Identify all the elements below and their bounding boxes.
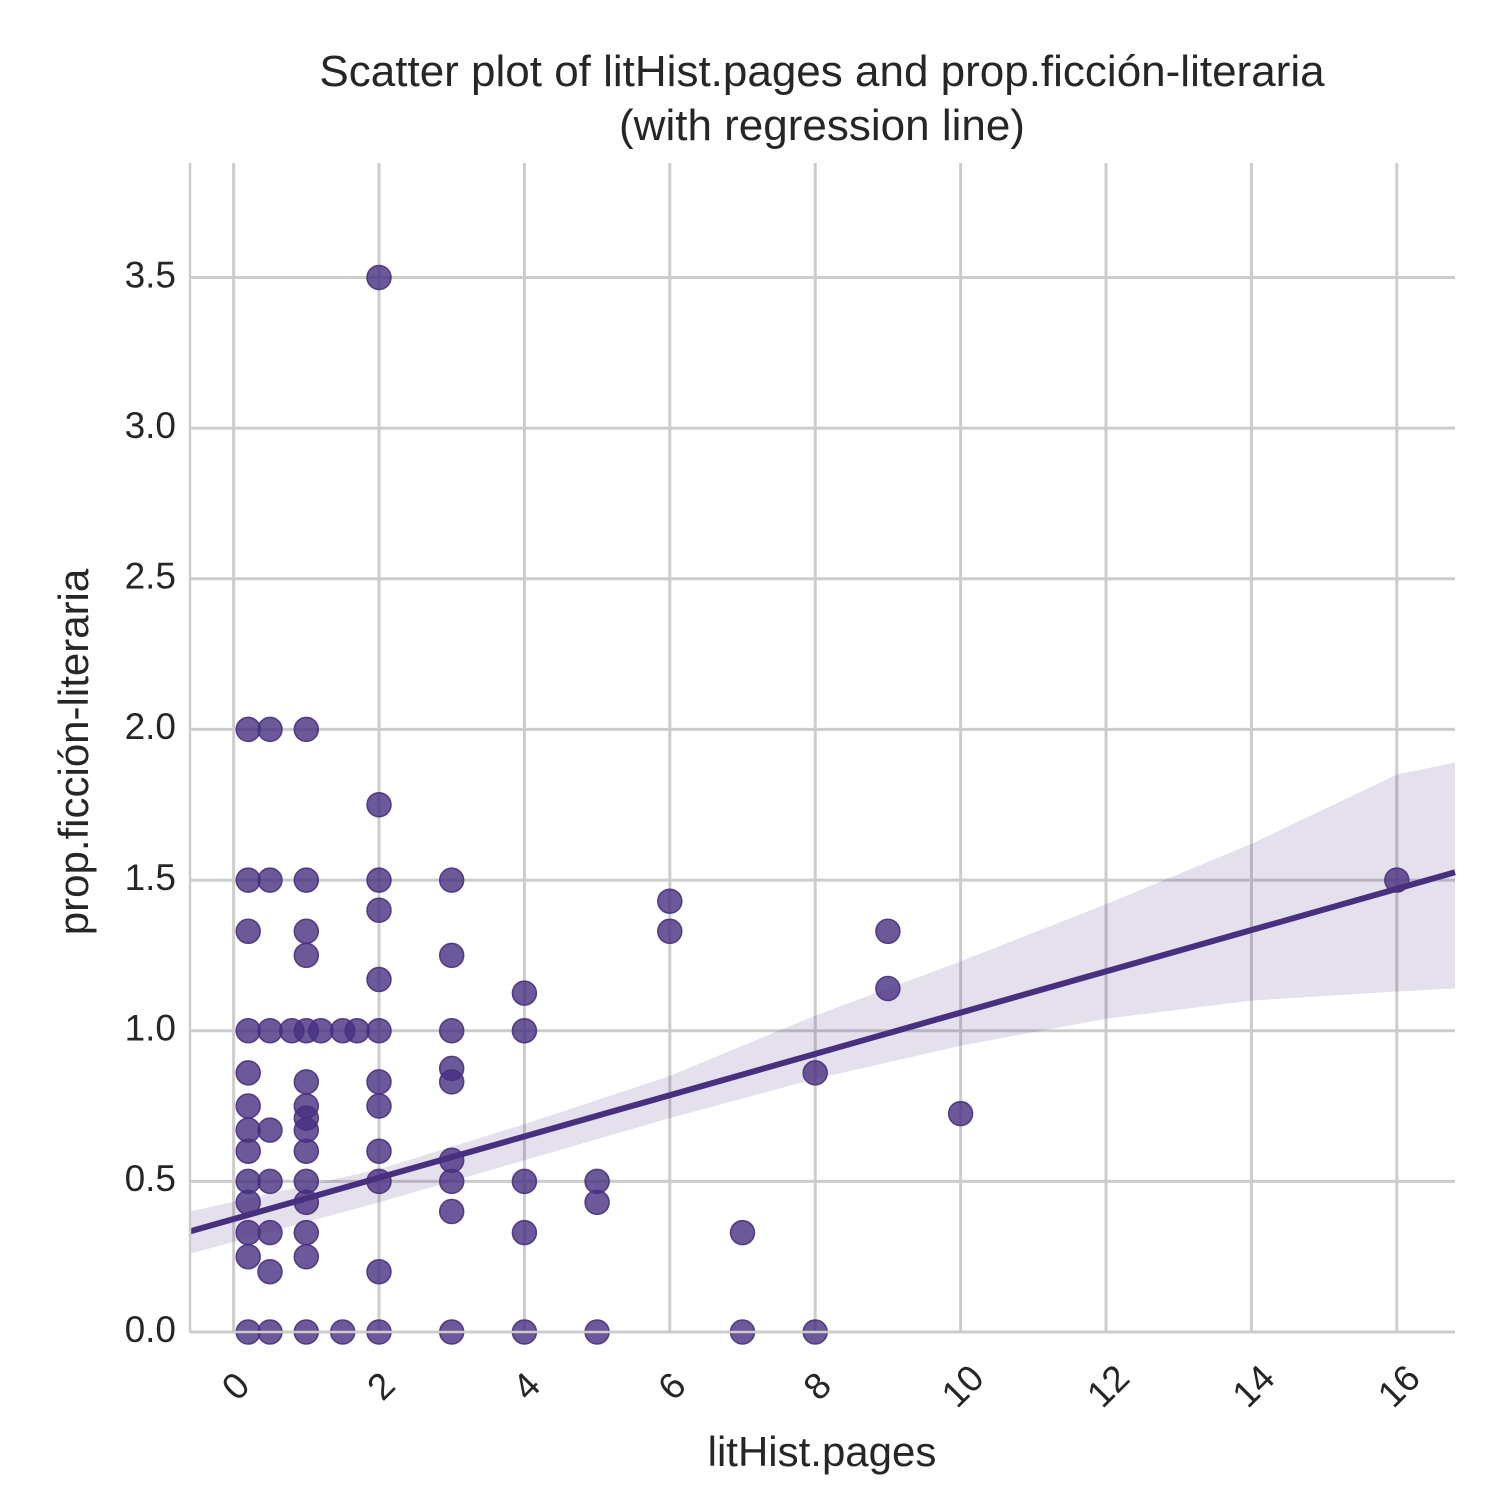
x-tick-label: 2	[359, 1364, 403, 1408]
data-point	[293, 918, 320, 945]
data-point	[235, 1138, 261, 1164]
data-point	[293, 942, 320, 969]
data-point	[293, 1243, 320, 1270]
data-point	[366, 966, 392, 993]
data-point	[257, 1017, 283, 1044]
y-axis-label: prop.ficción-literaria	[50, 568, 97, 935]
data-point	[235, 1243, 261, 1270]
x-tick-label: 10	[934, 1357, 992, 1415]
data-point	[257, 1168, 283, 1195]
x-tick-label: 0	[214, 1364, 258, 1408]
data-point	[366, 264, 392, 291]
regression-line-layer	[189, 869, 1456, 1235]
regression-line	[189, 869, 1456, 1235]
axes-spines	[188, 163, 1455, 1334]
data-point	[875, 975, 901, 1002]
data-point	[366, 1017, 392, 1044]
data-point	[366, 791, 392, 818]
data-point	[802, 1060, 828, 1086]
data-point	[657, 888, 683, 914]
y-tick-label: 0.5	[125, 1158, 176, 1199]
data-point	[438, 1198, 465, 1225]
data-point	[293, 1219, 320, 1246]
data-point	[366, 1093, 392, 1119]
data-point	[257, 1258, 283, 1285]
data-point	[511, 1017, 538, 1044]
x-tick-label: 14	[1224, 1357, 1282, 1415]
data-point	[235, 918, 261, 945]
chart-title-line-1: Scatter plot of litHist.pages and prop.f…	[319, 47, 1325, 96]
x-tick-label: 4	[505, 1364, 549, 1408]
y-tick-label: 3.5	[125, 254, 176, 295]
x-tick-label: 12	[1079, 1357, 1137, 1415]
data-point	[235, 867, 261, 893]
y-tick-label: 2.0	[125, 706, 176, 747]
data-point	[293, 716, 320, 743]
data-point	[729, 1219, 756, 1246]
data-point	[438, 867, 465, 893]
x-axis-label: litHist.pages	[708, 1428, 937, 1475]
x-tick-label: 8	[796, 1364, 840, 1408]
data-point	[875, 918, 901, 945]
data-point	[511, 1219, 538, 1246]
data-point	[438, 1168, 465, 1195]
data-point	[235, 716, 261, 743]
data-point	[293, 867, 320, 893]
x-tick-label: 16	[1370, 1357, 1428, 1415]
data-point	[438, 942, 465, 969]
data-point	[235, 1017, 261, 1044]
data-point	[293, 1069, 320, 1095]
data-point	[584, 1189, 610, 1216]
x-tick-label: 6	[650, 1364, 694, 1408]
chart-title-line-2: (with regression line)	[619, 101, 1025, 150]
data-point	[657, 918, 683, 945]
data-point	[257, 716, 283, 743]
y-tick-label: 3.0	[125, 405, 176, 446]
data-point	[257, 867, 283, 893]
data-point	[366, 1069, 392, 1095]
data-point	[257, 1219, 283, 1246]
data-point	[438, 1017, 465, 1044]
data-point	[438, 1069, 465, 1095]
data-point	[366, 1138, 392, 1164]
confidence-band	[190, 762, 1455, 1254]
data-point	[293, 1138, 320, 1164]
data-point	[511, 980, 538, 1006]
data-point	[366, 1258, 392, 1285]
data-point	[257, 1117, 283, 1143]
data-point	[235, 1219, 261, 1246]
y-tick-label: 1.5	[125, 857, 176, 898]
y-tick-label: 2.5	[125, 556, 176, 597]
data-point	[235, 1060, 261, 1086]
data-point	[235, 1093, 261, 1119]
data-point	[344, 1017, 370, 1044]
data-point	[366, 897, 392, 923]
grid-layer	[190, 163, 1455, 1334]
data-point	[366, 867, 392, 893]
y-tick-label: 0.0	[125, 1309, 176, 1350]
confidence-band-layer	[190, 762, 1455, 1254]
y-tick-label: 1.0	[125, 1007, 176, 1048]
data-point	[511, 1168, 538, 1195]
data-point	[947, 1100, 974, 1127]
data-point	[308, 1017, 334, 1044]
